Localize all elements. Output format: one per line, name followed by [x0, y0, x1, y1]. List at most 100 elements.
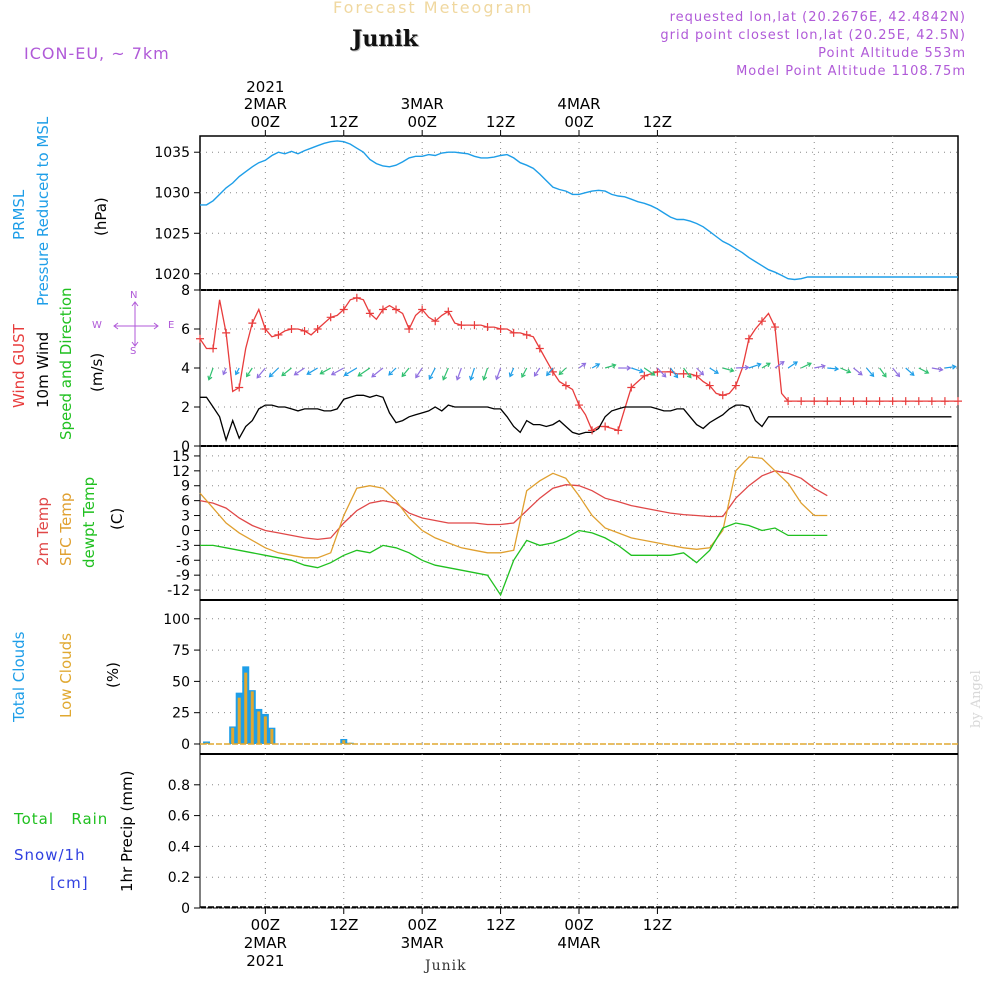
wind-arrow-head: [256, 373, 262, 379]
x-tick-label-bottom: 00Z: [407, 916, 436, 934]
wind-arrow-head: [319, 369, 325, 375]
date-label-top: 4MAR: [557, 95, 600, 113]
wind-direction-arrow: [892, 367, 900, 377]
date-label-bottom: 3MAR: [401, 934, 444, 952]
wind-direction-arrow: [591, 363, 600, 369]
wind-arrow-head: [673, 373, 679, 379]
wind-arrow-head: [699, 370, 705, 376]
wind-arrow-head: [222, 370, 228, 376]
wind-gust-marker: [940, 397, 949, 406]
wind-arrow-head: [626, 365, 632, 371]
wind-direction-arrow: [256, 367, 266, 379]
wind-gust-marker: [222, 328, 231, 337]
wind-arrow-head: [246, 372, 251, 378]
year-label-top: 2021: [246, 78, 284, 96]
wind-arrow-head: [650, 371, 656, 376]
wind-direction-arrow: [320, 367, 331, 375]
wind-gust-marker: [744, 334, 753, 343]
y-tick-label: 0.4: [168, 839, 190, 855]
wind-arrow-head: [330, 370, 336, 376]
wind-gust-marker: [405, 325, 414, 333]
wind-gust-marker: [954, 397, 962, 406]
wind-direction-arrow: [470, 367, 476, 380]
wind-direction-arrow: [656, 367, 667, 378]
wind-gust-marker: [522, 330, 531, 339]
y-tick-label: 0: [181, 439, 190, 455]
date-label-bottom: 4MAR: [557, 934, 600, 952]
wind-gust-marker: [731, 381, 740, 390]
x-tick-label-top: 12Z: [643, 113, 672, 131]
y-tick-label: -12: [167, 583, 190, 599]
wind-direction-arrow: [456, 367, 462, 380]
wind-direction-arrow: [428, 367, 436, 380]
x-tick-label-top: 12Z: [486, 113, 515, 131]
wind-arrow-head: [846, 368, 852, 374]
y-tick-label: -3: [176, 538, 190, 554]
panel-frame: [199, 135, 959, 291]
y-tick-label: 0: [181, 737, 190, 753]
temp-dewpt-line: [200, 522, 828, 597]
wind-direction-arrow: [222, 367, 227, 375]
wind-direction-arrow: [509, 367, 515, 377]
wind-arrow-head: [371, 372, 377, 378]
wind-gust-marker: [914, 397, 923, 406]
low-clouds-bar: [270, 728, 274, 744]
y-tick-label: 75: [172, 643, 190, 659]
low-clouds-bar: [244, 672, 248, 744]
wind-direction-arrow: [415, 367, 423, 378]
wind-direction-arrow: [879, 367, 887, 378]
y-tick-label: -6: [176, 553, 190, 569]
wind-arrow-head: [455, 375, 461, 381]
wind-gust-marker: [757, 317, 766, 326]
wind-direction-arrow: [235, 367, 240, 375]
y-tick-label: 0.8: [168, 778, 190, 794]
wind-gust-marker: [927, 397, 936, 406]
wind-direction-arrow: [670, 367, 678, 378]
y-tick-label: 1035: [154, 145, 190, 161]
wind-arrow-head: [714, 369, 719, 374]
y-tick-label: 0: [181, 523, 190, 539]
wind-gust-marker: [378, 305, 387, 314]
wind-arrow-head: [909, 371, 915, 376]
y-tick-label: 1020: [154, 267, 190, 283]
wind-gust-marker: [535, 344, 544, 353]
wind-gust-marker: [627, 383, 636, 392]
wind-arrow-head: [533, 371, 539, 377]
wind-direction-arrow: [208, 367, 214, 380]
panel-frame: [199, 753, 959, 909]
wind-gust-marker: [888, 397, 897, 406]
wind-arrow-head: [756, 362, 762, 368]
wind-gust-marker: [248, 319, 257, 328]
wind-gust-marker: [235, 383, 244, 392]
y-tick-label: 25: [172, 706, 190, 722]
low-clouds-bar: [342, 740, 346, 744]
wind-gust-marker: [836, 397, 845, 406]
x-tick-label-top: 00Z: [407, 113, 436, 131]
wind-gust-marker: [718, 391, 727, 400]
wind-gust-marker: [614, 426, 623, 435]
wind-arrow-head: [469, 375, 475, 381]
wind-gust-marker: [561, 381, 570, 390]
low-clouds-bar: [348, 742, 352, 744]
wind-direction-arrow: [644, 367, 655, 376]
wind-direction-arrow: [357, 367, 371, 377]
wind-arrow-head: [857, 370, 863, 376]
wind-arrow-head: [834, 366, 840, 372]
compass-arrows-icon: [113, 301, 159, 347]
wind-gust-marker: [901, 397, 910, 406]
x-tick-label-top: 00Z: [251, 113, 280, 131]
wind-gust-marker: [274, 330, 283, 339]
y-tick-label: 100: [163, 612, 190, 628]
wind-arrow-head: [482, 375, 488, 381]
wind-arrow-head: [558, 370, 564, 376]
wind-arrow-head: [343, 371, 349, 377]
x-tick-label-bottom: 12Z: [486, 916, 515, 934]
wind-direction-arrow: [281, 367, 292, 377]
low-clouds-bar: [237, 697, 241, 744]
wind-gust-marker: [692, 371, 701, 380]
y-tick-label: 12: [172, 464, 190, 480]
wind-arrow-head: [546, 371, 551, 377]
wind-gust-marker: [849, 397, 858, 406]
wind-direction-arrow: [631, 367, 644, 373]
wind-direction-arrow: [442, 367, 449, 380]
